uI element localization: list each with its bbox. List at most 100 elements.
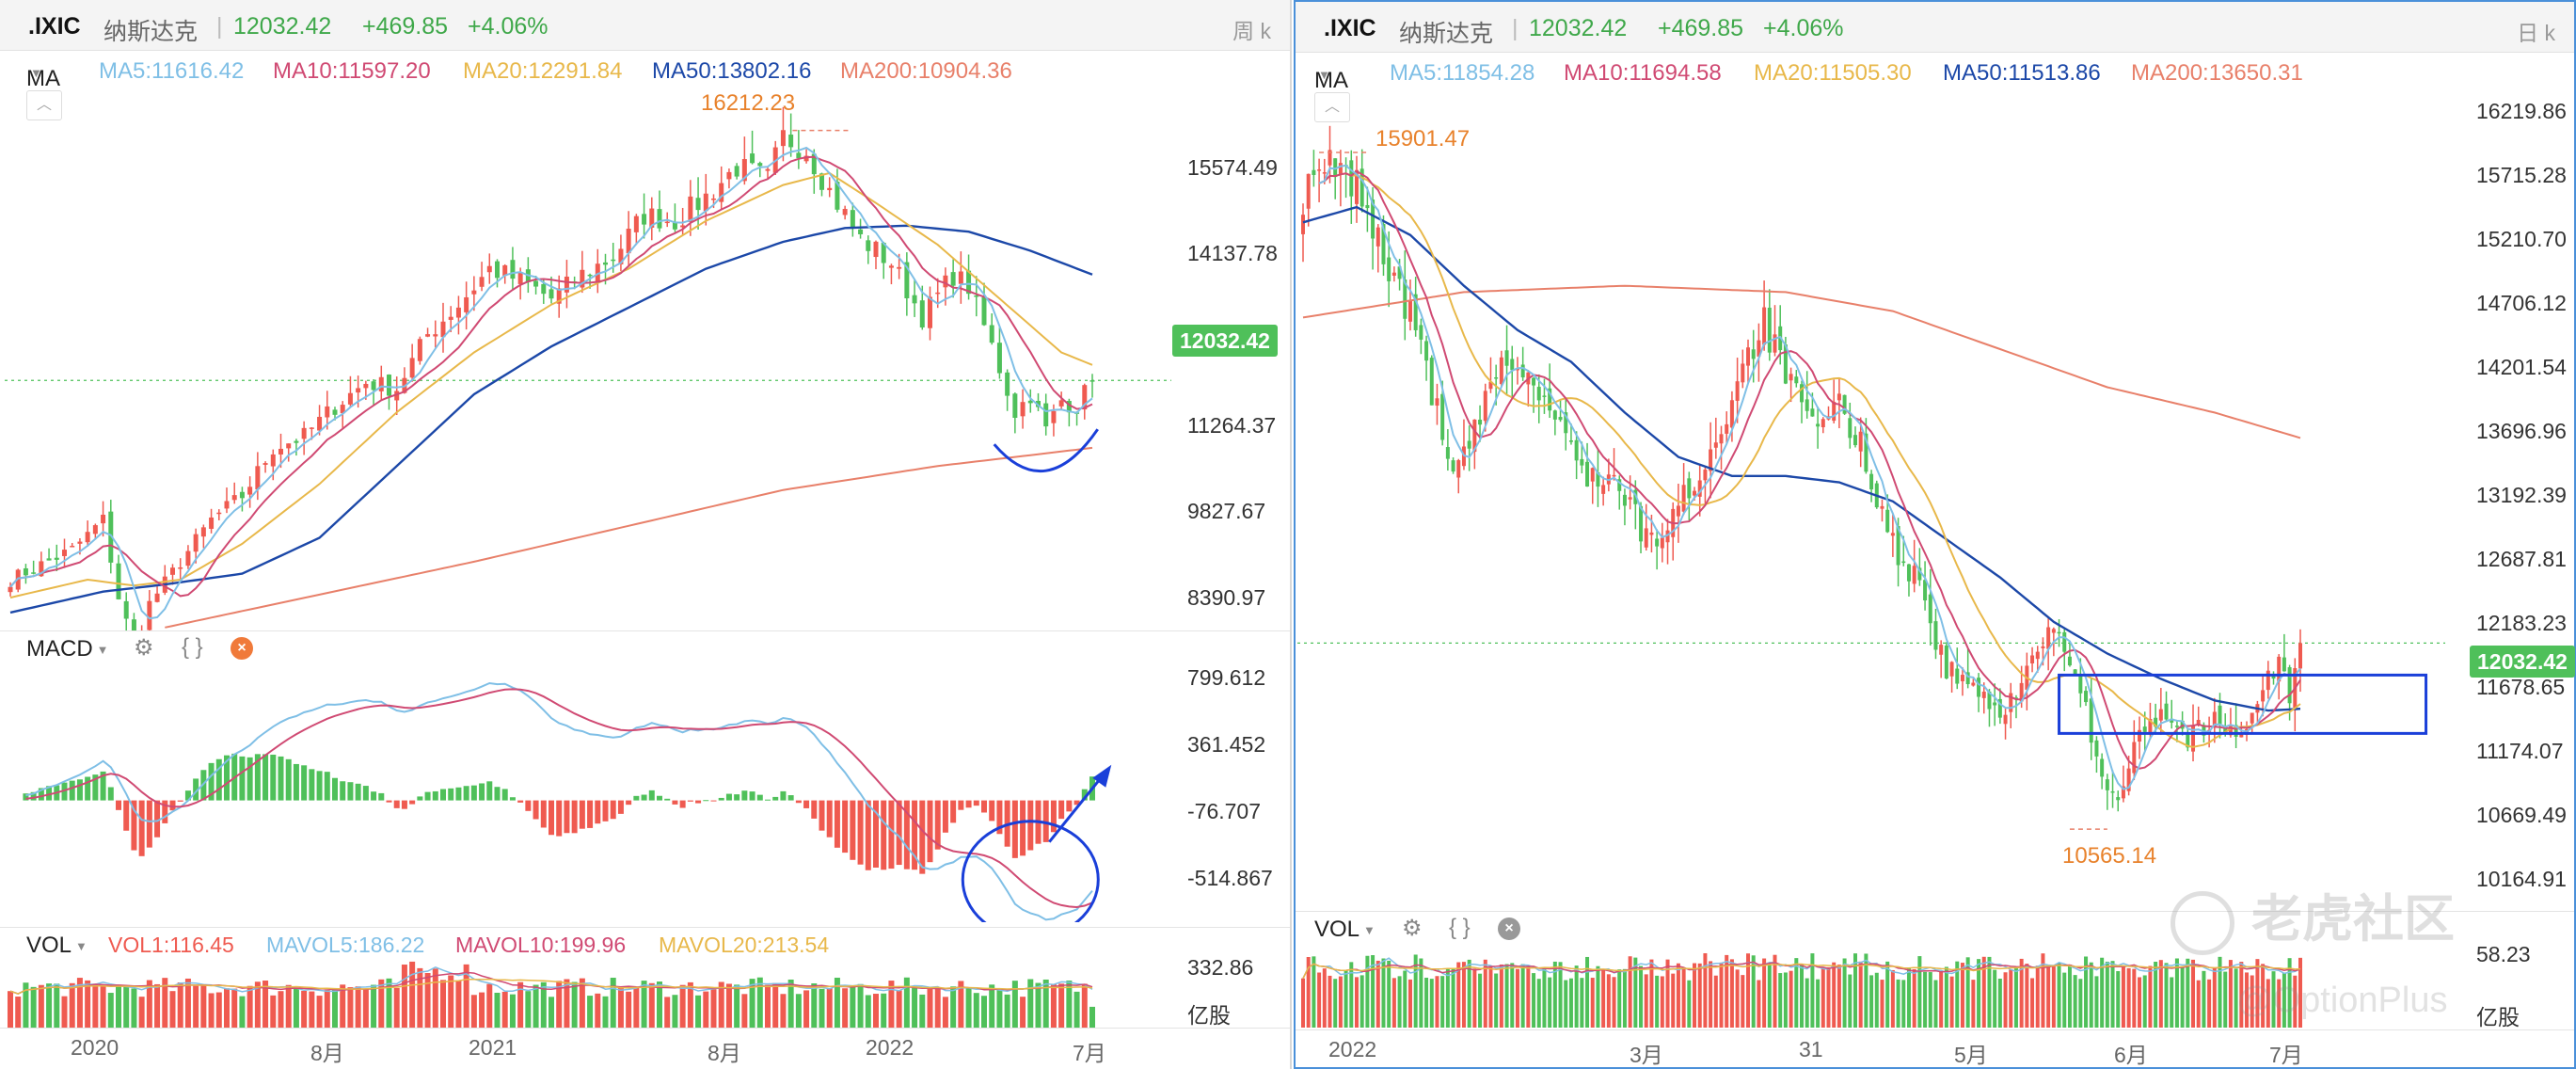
volume-bar — [254, 981, 261, 1028]
volume-bar — [587, 996, 594, 1028]
candle-body — [448, 316, 453, 320]
candle-body — [332, 409, 338, 415]
period-selector[interactable]: 日 k — [2517, 21, 2555, 45]
candle-body — [1933, 621, 1938, 650]
period-selector[interactable]: 周 k — [1232, 19, 1271, 43]
candle-body — [2089, 698, 2093, 743]
macd-histogram-bar — [23, 793, 29, 801]
candle-body — [178, 566, 183, 569]
candle-body — [1617, 479, 1622, 491]
volume-bar — [2025, 964, 2029, 1028]
volume-bar — [695, 995, 702, 1028]
percent-change: +4.06% — [1763, 15, 1844, 41]
volume-bar — [2207, 979, 2212, 1028]
macd-histogram-bar — [695, 800, 702, 804]
candle-body — [2174, 726, 2179, 727]
macd-histogram-bar — [850, 800, 856, 860]
candle-body — [1381, 224, 1386, 264]
candle-body — [595, 263, 600, 282]
candle-body — [495, 261, 500, 279]
candle-body — [587, 274, 593, 277]
volume-bar — [1725, 954, 1729, 1028]
candle-body — [2132, 742, 2137, 774]
watermark-logo: 老虎社区 — [2171, 877, 2455, 955]
volume-bar — [1773, 954, 1777, 1028]
volume-bar — [239, 996, 246, 1028]
volume-bar — [1858, 961, 1863, 1028]
volume-bar — [533, 984, 539, 1028]
candle-body — [1735, 381, 1740, 401]
volume-bar — [92, 983, 99, 1028]
candle-body — [1371, 199, 1375, 239]
volume-bar — [942, 997, 948, 1028]
collapse-ma-button[interactable]: ︿ — [1314, 92, 1350, 122]
vol-dropdown[interactable]: VOL ▼ — [1314, 917, 1375, 942]
braces-icon[interactable]: { } — [182, 634, 203, 660]
volume-bar — [749, 979, 755, 1028]
price-change: +469.85 — [1658, 15, 1744, 41]
volume-bar — [1526, 965, 1531, 1028]
volume-bar — [224, 988, 230, 1028]
header-separator: | — [216, 13, 223, 40]
candle-body — [2186, 734, 2190, 748]
macd-histogram-bar — [371, 791, 377, 801]
candle-body — [819, 173, 824, 190]
close-icon[interactable]: × — [1498, 917, 1520, 940]
volume-bar — [30, 986, 37, 1028]
candle-body — [1472, 419, 1477, 453]
volume-bar — [324, 989, 330, 1028]
price-change: +469.85 — [362, 13, 449, 40]
vol1-value: VOL1:116.45 — [108, 933, 234, 957]
candle-body — [1880, 505, 1884, 509]
candle-body — [2158, 709, 2163, 721]
candle-body — [1580, 458, 1584, 466]
volume-bar — [138, 997, 145, 1028]
macd-histogram-bar — [826, 800, 833, 838]
volume-bar — [162, 978, 168, 1028]
volume-bar — [1365, 955, 1370, 1028]
volume-bar — [193, 985, 199, 1028]
volume-bar — [1397, 976, 1402, 1028]
vol-dropdown[interactable]: VOL ▼ — [26, 933, 87, 958]
candle-body — [309, 427, 314, 429]
volume-bar — [1601, 969, 1606, 1028]
volume-bar — [1548, 977, 1552, 1028]
macd-histogram-bar — [865, 800, 871, 870]
candle-body — [371, 381, 376, 391]
braces-icon[interactable]: { } — [1449, 915, 1471, 940]
ma200-line — [165, 446, 1093, 629]
y-tick-label: 332.86 — [1187, 954, 1254, 980]
candle-body — [1805, 399, 1809, 411]
volume-bar — [1338, 976, 1343, 1028]
volume-bar — [2239, 962, 2244, 1028]
volume-bar — [648, 982, 655, 1028]
volume-bar — [2158, 960, 2163, 1028]
macd-histogram-bar — [842, 800, 849, 854]
candle-body — [850, 210, 855, 228]
candle-body — [1542, 395, 1547, 397]
gear-icon[interactable]: ⚙ — [134, 635, 154, 661]
volume-bar — [1735, 969, 1740, 1028]
gear-icon[interactable]: ⚙ — [1402, 916, 1423, 941]
macd-histogram-bar — [571, 800, 578, 834]
macd-histogram-bar — [440, 789, 446, 801]
volume-bar — [1027, 979, 1034, 1028]
volume-bar — [2234, 968, 2238, 1028]
macd-dropdown[interactable]: MACD ▼ — [26, 636, 109, 662]
macd-histogram-bar — [131, 800, 137, 851]
close-icon[interactable]: × — [231, 637, 253, 660]
collapse-ma-button[interactable]: ︿ — [26, 90, 62, 120]
macd-histogram-bar — [316, 771, 323, 801]
volume-bar — [1536, 979, 1541, 1028]
last-price: 12032.42 — [1529, 15, 1628, 41]
volume-bar — [1344, 969, 1348, 1028]
volume-bar — [2245, 972, 2250, 1028]
candle-body — [541, 283, 547, 295]
volume-bar — [1821, 967, 1825, 1028]
volume-bar — [8, 991, 13, 1028]
candle-body — [2009, 693, 2013, 712]
volume-bar — [672, 995, 678, 1028]
candle-body — [649, 208, 655, 228]
volume-bar — [1574, 965, 1579, 1028]
volume-bar — [1568, 978, 1573, 1028]
